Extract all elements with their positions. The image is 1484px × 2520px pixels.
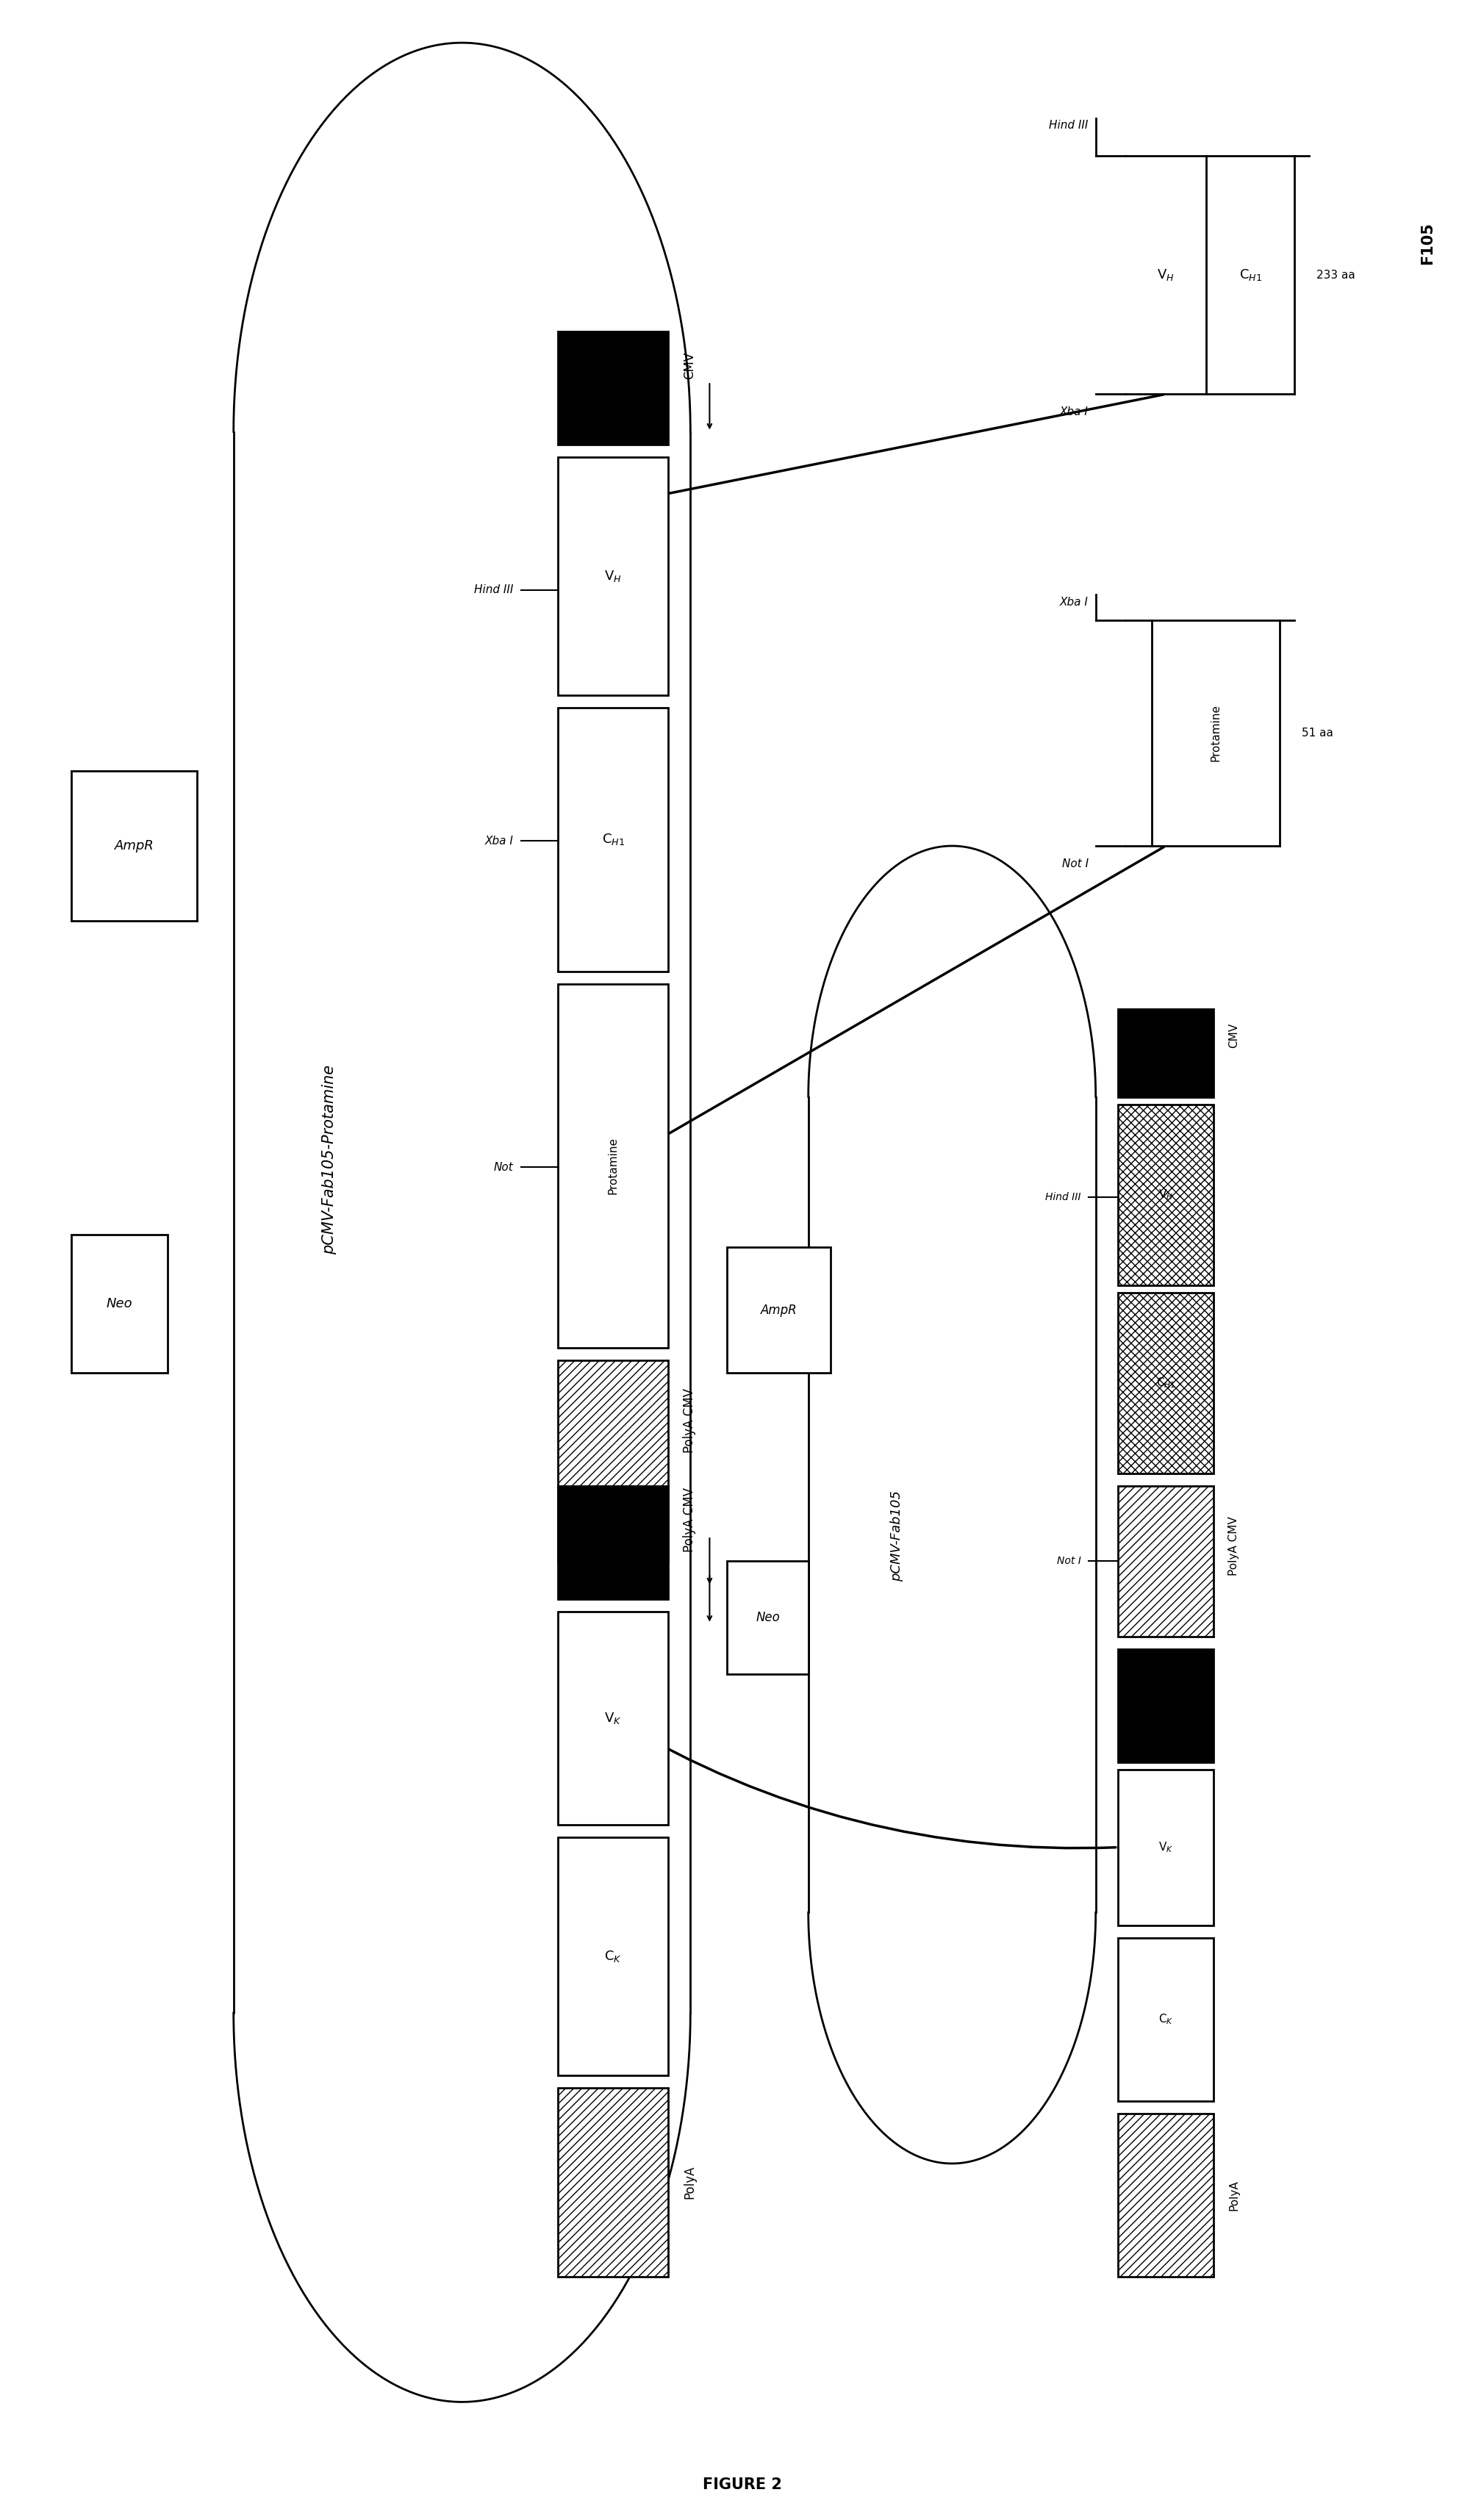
Text: F105: F105 [1420, 222, 1435, 265]
Text: pCMV-Fab105: pCMV-Fab105 [890, 1489, 904, 1583]
Text: V$_H$: V$_H$ [1158, 267, 1174, 282]
Text: Hind III: Hind III [1045, 1192, 1080, 1202]
Bar [1117, 1648, 1214, 1761]
Bar [558, 1487, 668, 1598]
Bar [558, 330, 668, 444]
Text: C$_{H1}$: C$_{H1}$ [1239, 267, 1261, 282]
Bar [558, 708, 668, 970]
Text: V$_K$: V$_K$ [1159, 1840, 1174, 1855]
Text: 51 aa: 51 aa [1301, 728, 1334, 738]
Text: Not I: Not I [1057, 1555, 1080, 1567]
Text: PolyA: PolyA [1229, 2180, 1239, 2210]
Bar [1117, 1293, 1214, 1474]
Text: pCMV-Fab105-Protamine: pCMV-Fab105-Protamine [322, 1066, 337, 1255]
Text: AmpR: AmpR [761, 1303, 797, 1318]
Bar [1117, 1938, 1214, 2102]
Bar [71, 771, 197, 922]
Text: CMV: CMV [683, 353, 696, 378]
Bar [727, 1562, 809, 1673]
Text: Xba I: Xba I [1060, 597, 1088, 607]
Bar [727, 1247, 831, 1373]
Text: C$_K$: C$_K$ [1158, 2013, 1174, 2026]
Text: PolyA CMV: PolyA CMV [683, 1389, 696, 1454]
Bar [558, 1361, 668, 1562]
Text: V$_K$: V$_K$ [604, 1711, 622, 1726]
Bar [558, 1610, 668, 1824]
Text: Protamine: Protamine [1211, 703, 1221, 761]
Text: C$_K$: C$_K$ [604, 1948, 622, 1963]
Text: AmpR: AmpR [114, 839, 154, 852]
Text: CMV: CMV [1229, 1023, 1239, 1048]
Bar [558, 1837, 668, 2076]
Text: PolyA CMV: PolyA CMV [1229, 1517, 1239, 1575]
Text: Hind III: Hind III [1049, 118, 1088, 131]
Bar [1117, 1008, 1214, 1096]
Text: 233 aa: 233 aa [1316, 270, 1355, 280]
Text: Protamine: Protamine [607, 1137, 619, 1194]
Text: Not: Not [494, 1162, 513, 1172]
Bar [1117, 2114, 1214, 2276]
Text: Not I: Not I [1061, 859, 1088, 869]
Text: PolyA CMV: PolyA CMV [683, 1487, 696, 1552]
Text: Neo: Neo [755, 1610, 779, 1625]
Text: C$_{H1}$: C$_{H1}$ [1156, 1376, 1175, 1391]
Text: V$_H$: V$_H$ [1158, 1187, 1174, 1202]
Bar [1117, 1104, 1214, 1285]
Text: Hind III: Hind III [475, 585, 513, 595]
Bar [558, 456, 668, 696]
Text: Xba I: Xba I [485, 834, 513, 847]
Text: V$_H$: V$_H$ [604, 570, 622, 585]
Text: PolyA: PolyA [683, 2165, 696, 2200]
Text: C$_{H1}$: C$_{H1}$ [601, 832, 625, 847]
Bar [1117, 1769, 1214, 1925]
Bar [1117, 1487, 1214, 1635]
Bar [71, 1235, 168, 1373]
Bar [558, 2089, 668, 2276]
Bar [558, 983, 668, 1348]
Text: Neo: Neo [107, 1298, 132, 1310]
Text: Xba I: Xba I [1060, 406, 1088, 418]
Text: FIGURE 2: FIGURE 2 [702, 2477, 782, 2492]
